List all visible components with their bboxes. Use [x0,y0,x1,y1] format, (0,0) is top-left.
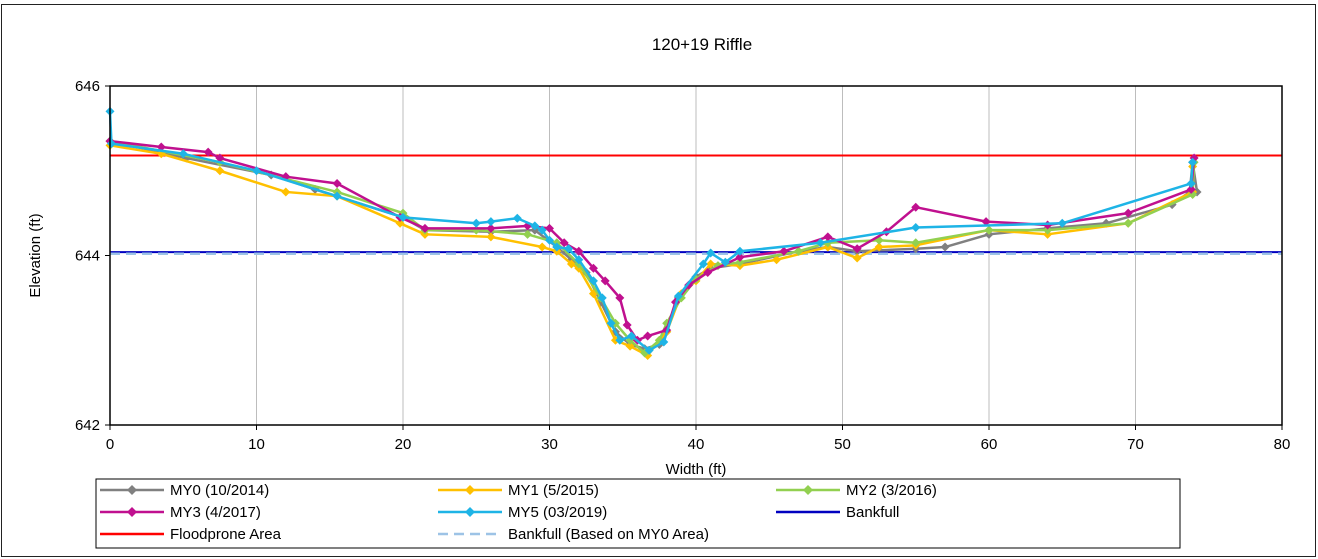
y-tick-label: 646 [75,78,100,95]
legend-label: Bankfull (Based on MY0 Area) [508,526,709,543]
x-tick-label: 60 [981,436,998,453]
data-point [281,187,290,196]
legend-label: MY3 (4/2017) [170,504,261,521]
legend-label: Floodprone Area [170,526,282,543]
series-line-my3-4-2017 [110,141,1194,340]
data-point [911,223,920,232]
x-tick-label: 20 [395,436,412,453]
x-tick-label: 80 [1274,436,1291,453]
data-point [215,166,224,175]
legend-label: Bankfull [846,504,899,521]
data-point [941,243,950,252]
series-my3-4-2017 [106,137,1199,345]
legend: MY0 (10/2014) MY1 (5/2015) MY2 (3/2016) MY3… [96,479,1180,548]
data-point [420,224,429,233]
x-tick-label: 40 [688,436,705,453]
x-tick-label: 30 [541,436,558,453]
data-point [333,179,342,188]
x-tick-label: 50 [834,436,851,453]
data-point [538,243,547,252]
data-point [486,217,495,226]
x-tick-label: 70 [1127,436,1144,453]
data-point [643,332,652,341]
x-axis-ticks: 0 10 20 30 40 50 60 70 80 [106,425,1291,453]
x-tick-label: 10 [248,436,265,453]
chart-title: 120+19 Riffle [652,35,752,54]
legend-label: MY1 (5/2015) [508,482,599,499]
data-point [1124,219,1133,228]
data-point [513,214,522,223]
data-point [472,219,481,228]
x-tick-label: 0 [106,436,114,453]
x-axis-label: Width (ft) [666,461,727,478]
y-tick-label: 642 [75,417,100,434]
legend-label: MY2 (3/2016) [846,482,937,499]
legend-label: MY5 (03/2019) [508,504,607,521]
data-point [486,232,495,241]
y-axis-ticks: 642 644 646 [75,78,110,434]
legend-label: MY0 (10/2014) [170,482,269,499]
data-series [106,107,1202,360]
gridlines [257,86,1136,425]
y-axis-label: Elevation (ft) [27,213,44,297]
y-tick-label: 644 [75,248,100,265]
series-my0-10-2014 [106,137,1202,354]
series-my2-3-2016 [106,137,1199,358]
